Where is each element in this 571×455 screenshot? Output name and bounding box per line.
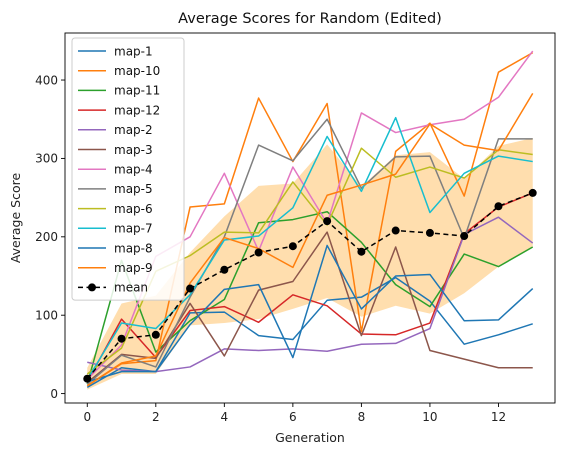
series-line-map-10 <box>86 51 534 387</box>
legend-label: mean <box>114 281 148 295</box>
legend-label: map-6 <box>114 202 153 216</box>
x-axis-label: Generation <box>275 430 345 445</box>
legend-label: map-11 <box>114 84 160 98</box>
mean-point <box>425 228 434 237</box>
series-line-map-11 <box>86 210 534 385</box>
series-line-map-3 <box>86 231 533 384</box>
legend-label: map-4 <box>114 163 153 177</box>
legend-label: map-9 <box>114 261 153 275</box>
mean-point <box>494 202 503 211</box>
mean-point <box>83 374 92 383</box>
mean-point <box>460 232 469 241</box>
plot-area <box>83 50 537 390</box>
y-tick-label: 100 <box>35 309 58 323</box>
series-line-map-5 <box>86 118 533 385</box>
legend-label: map-5 <box>114 182 153 196</box>
plot-frame <box>64 32 556 404</box>
series-line-map-1 <box>86 276 533 388</box>
legend-label: map-7 <box>114 222 153 236</box>
y-tick-label: 0 <box>50 387 58 401</box>
axes: 0 2 4 6 8 10 12 0 100 200 300 400 <box>35 32 556 424</box>
x-tick-label: 4 <box>221 410 229 424</box>
legend-label: map-1 <box>114 44 153 58</box>
legend-label: map-12 <box>114 103 160 117</box>
mean-point <box>220 265 229 274</box>
mean-point <box>186 284 195 293</box>
x-tick-label: 6 <box>289 410 297 424</box>
y-axis-label: Average Score <box>8 173 23 264</box>
y-tick-label: 200 <box>35 230 58 244</box>
legend-box <box>71 37 185 301</box>
series-line-mean <box>86 192 533 380</box>
x-tick-label: 2 <box>152 410 160 424</box>
mean-point <box>288 242 297 251</box>
mean-point <box>117 334 126 343</box>
chart-title: Average Scores for Random (Edited) <box>178 11 442 27</box>
x-tick-label: 12 <box>491 410 506 424</box>
x-tick-label: 10 <box>422 410 437 424</box>
series-line-map-2 <box>87 216 534 373</box>
legend: map-1 map-10 map-11 map-12 map-2 map-3 map-4 ma… <box>71 37 185 301</box>
mean-point <box>357 247 366 256</box>
x-tick-label: 8 <box>358 410 366 424</box>
mean-point <box>528 188 537 197</box>
series-line-map-9 <box>86 92 534 387</box>
mean-point <box>323 217 332 226</box>
series-line-map-8 <box>87 244 534 383</box>
series-line-map-7 <box>86 116 533 380</box>
confidence-band <box>87 138 533 390</box>
legend-marker <box>88 283 96 292</box>
x-tick-label: 0 <box>83 410 91 424</box>
legend-label: map-8 <box>114 241 153 255</box>
mean-point <box>151 330 160 339</box>
legend-label: map-3 <box>114 143 153 157</box>
legend-label: map-10 <box>114 64 160 78</box>
mean-point <box>391 226 400 235</box>
mean-point <box>254 248 263 257</box>
y-tick-label: 300 <box>35 152 58 166</box>
y-tick-label: 400 <box>35 73 58 87</box>
legend-label: map-2 <box>114 123 153 137</box>
